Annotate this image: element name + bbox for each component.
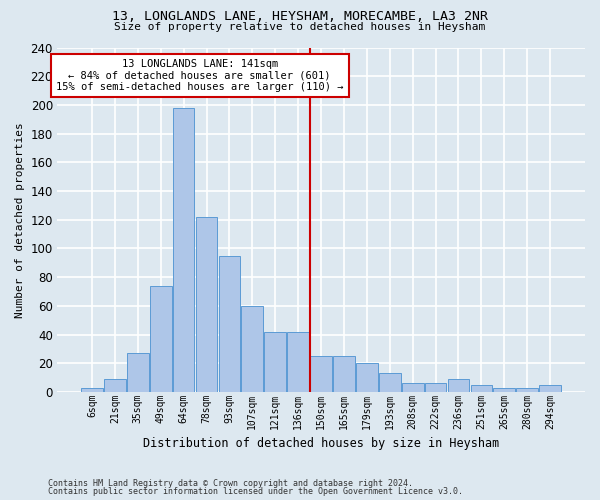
Bar bbox=[287, 332, 309, 392]
Bar bbox=[425, 384, 446, 392]
Bar bbox=[104, 379, 126, 392]
Text: Size of property relative to detached houses in Heysham: Size of property relative to detached ho… bbox=[115, 22, 485, 32]
Bar bbox=[150, 286, 172, 392]
Bar bbox=[539, 385, 561, 392]
Bar bbox=[517, 388, 538, 392]
Bar bbox=[81, 388, 103, 392]
Bar bbox=[333, 356, 355, 392]
X-axis label: Distribution of detached houses by size in Heysham: Distribution of detached houses by size … bbox=[143, 437, 499, 450]
Text: Contains HM Land Registry data © Crown copyright and database right 2024.: Contains HM Land Registry data © Crown c… bbox=[48, 478, 413, 488]
Bar bbox=[448, 379, 469, 392]
Bar bbox=[379, 374, 401, 392]
Bar bbox=[310, 356, 332, 392]
Bar bbox=[470, 385, 492, 392]
Bar bbox=[218, 256, 240, 392]
Bar bbox=[265, 332, 286, 392]
Y-axis label: Number of detached properties: Number of detached properties bbox=[15, 122, 25, 318]
Bar bbox=[356, 364, 378, 392]
Bar bbox=[241, 306, 263, 392]
Bar bbox=[402, 384, 424, 392]
Text: Contains public sector information licensed under the Open Government Licence v3: Contains public sector information licen… bbox=[48, 487, 463, 496]
Text: 13 LONGLANDS LANE: 141sqm
← 84% of detached houses are smaller (601)
15% of semi: 13 LONGLANDS LANE: 141sqm ← 84% of detac… bbox=[56, 59, 343, 92]
Bar bbox=[173, 108, 194, 392]
Bar bbox=[493, 388, 515, 392]
Bar bbox=[196, 217, 217, 392]
Text: 13, LONGLANDS LANE, HEYSHAM, MORECAMBE, LA3 2NR: 13, LONGLANDS LANE, HEYSHAM, MORECAMBE, … bbox=[112, 10, 488, 23]
Bar bbox=[127, 354, 149, 392]
